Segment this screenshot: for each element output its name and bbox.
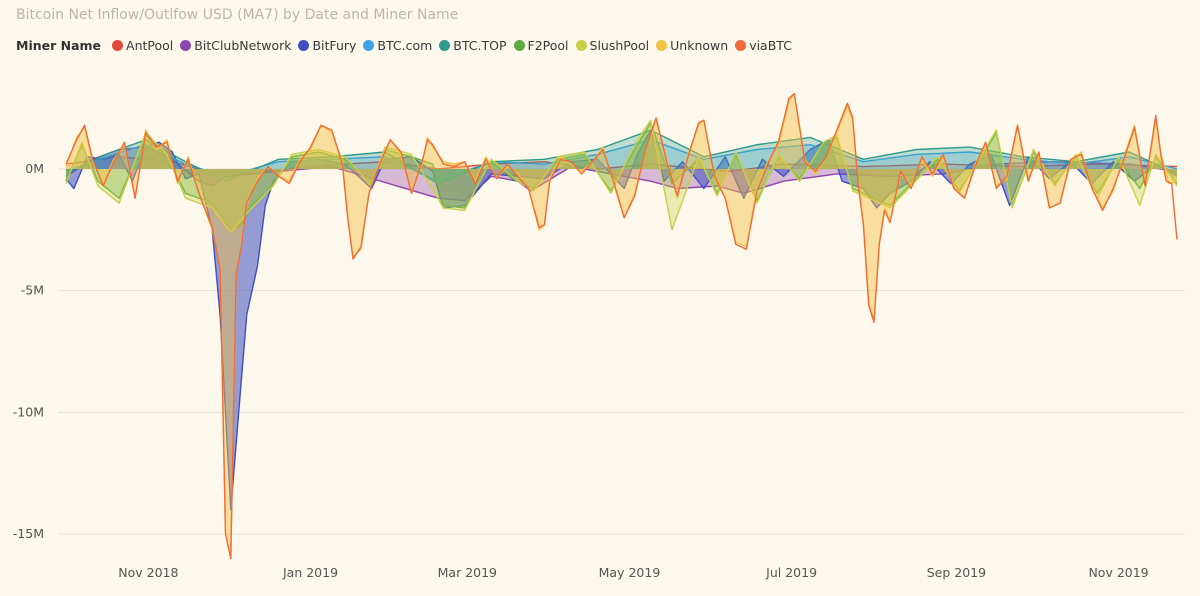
legend-item-antpool[interactable]: AntPool xyxy=(112,38,173,53)
series-area-btc-com xyxy=(66,139,1177,182)
series-area-f2pool xyxy=(66,122,1177,230)
legend-title: Miner Name xyxy=(16,38,102,53)
x-tick-label: Nov 2019 xyxy=(1088,565,1148,580)
bitfury-legend-dot-icon xyxy=(298,40,310,51)
btc-com-legend-dot-icon xyxy=(363,40,375,51)
series-area-bitfury xyxy=(66,130,1177,510)
x-tick-label: May 2019 xyxy=(599,565,661,580)
antpool-legend-dot-icon xyxy=(112,40,124,51)
f2pool-legend-dot-icon xyxy=(513,40,525,51)
legend-label: AntPool xyxy=(126,38,174,53)
y-tick-label: -15M xyxy=(13,526,44,541)
series-area-antpool xyxy=(66,156,1177,177)
y-tick-label: 0M xyxy=(25,161,44,176)
btc-top-legend-dot-icon xyxy=(439,40,451,51)
x-tick-label: Sep 2019 xyxy=(927,565,986,580)
legend-label: Unknown xyxy=(670,38,729,53)
legend-item-f2pool[interactable]: F2Pool xyxy=(513,38,569,53)
legend-label: BTC.TOP xyxy=(453,38,507,53)
legend-item-btc-top[interactable]: BTC.TOP xyxy=(439,38,507,53)
legend-label: F2Pool xyxy=(527,38,569,53)
x-tick-label: Nov 2018 xyxy=(118,565,178,580)
slushpool-legend-dot-icon xyxy=(575,40,587,51)
series-area-btc-top xyxy=(66,130,1177,184)
legend-item-bitclubnetwork[interactable]: BitClubNetwork xyxy=(180,38,291,53)
series-area-slushpool xyxy=(66,120,1177,233)
legend-item-viabtc[interactable]: viaBTC xyxy=(735,38,792,53)
x-tick-label: Mar 2019 xyxy=(438,565,497,580)
legend-label: SlushPool xyxy=(589,38,650,53)
legend-label: viaBTC xyxy=(749,38,792,53)
unknown-legend-dot-icon xyxy=(656,40,668,51)
legend-item-slushpool[interactable]: SlushPool xyxy=(575,38,650,53)
bitclubnetwork-legend-dot-icon xyxy=(180,40,192,51)
y-tick-label: -10M xyxy=(13,404,44,419)
legend-label: BitClubNetwork xyxy=(194,38,292,53)
series-area-unknown xyxy=(66,93,1177,559)
y-tick-label: -5M xyxy=(21,283,44,298)
legend-item-btc-com[interactable]: BTC.com xyxy=(363,38,432,53)
legend-label: BTC.com xyxy=(377,38,433,53)
viabtc-legend-dot-icon xyxy=(735,40,747,51)
legend: Miner Name AntPool BitClubNetwork BitFur… xyxy=(16,38,799,53)
series-line-viabtc xyxy=(65,92,1178,559)
legend-item-unknown[interactable]: Unknown xyxy=(656,38,728,53)
chart-title: Bitcoin Net Inflow/Outlfow USD (MA7) by … xyxy=(16,7,459,23)
legend-label: BitFury xyxy=(312,38,357,53)
x-tick-label: Jul 2019 xyxy=(765,565,817,580)
x-tick-label: Jan 2019 xyxy=(282,565,338,580)
legend-item-bitfury[interactable]: BitFury xyxy=(298,38,356,53)
